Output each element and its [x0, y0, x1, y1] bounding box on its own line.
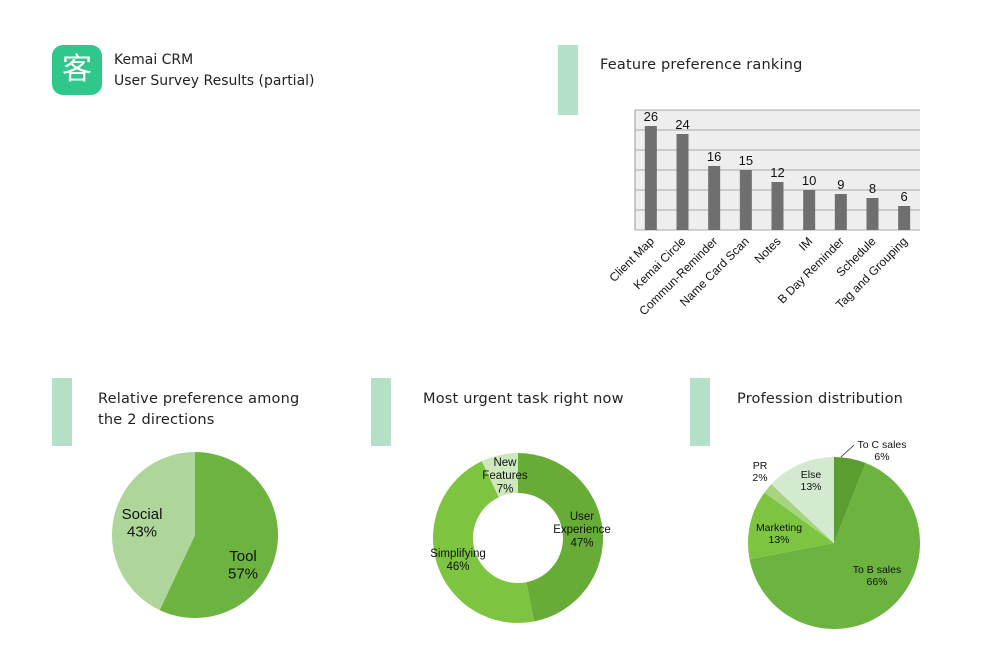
bar-value-label: 6	[901, 189, 908, 204]
bar-value-label: 9	[837, 177, 844, 192]
slice-label-marketing: Marketing 13%	[756, 522, 802, 546]
bar-im	[803, 190, 816, 230]
accent-bar-urgent	[371, 378, 391, 446]
slice-label-social: Social 43%	[122, 506, 163, 540]
slice-label-user-experience: User Experience 47%	[553, 511, 611, 549]
slice-user-experience	[518, 453, 603, 622]
slice-social	[111, 452, 195, 611]
bar-value-label: 15	[739, 153, 753, 168]
bar-value-label: 12	[770, 165, 784, 180]
bar-tag-and-grouping	[898, 206, 911, 230]
bar-value-label: 16	[707, 149, 721, 164]
slice-label-new-features: New Features 7%	[482, 457, 528, 495]
accent-bar-feature	[558, 45, 578, 115]
x-tick-label: Notes	[752, 234, 784, 266]
slice-pr	[764, 484, 834, 543]
bar-commun-reminder	[708, 166, 721, 230]
slice-label-else: Else 13%	[800, 469, 821, 493]
bar-value-label: 24	[675, 117, 689, 132]
bar-notes	[771, 182, 784, 230]
slice-new-features	[481, 453, 518, 498]
brand-block: Kemai CRM User Survey Results (partial)	[114, 50, 315, 92]
bar-name-card-scan	[739, 170, 752, 230]
bar-b-day-reminder	[834, 194, 847, 230]
slice-label-pr: PR 2%	[752, 460, 767, 484]
slice-label-to-b-sales: To B sales 66%	[853, 564, 901, 588]
slice-else	[771, 457, 834, 543]
bar-value-label: 26	[644, 109, 658, 124]
slice-marketing	[748, 492, 834, 560]
bar-value-label: 10	[802, 173, 816, 188]
slice-simplifying	[433, 461, 534, 623]
direction-preference-title: Relative preference among the 2 directio…	[98, 391, 300, 428]
bar-kemai-circle	[676, 134, 689, 230]
app-logo: 客	[52, 45, 102, 95]
direction-pie-chart: Tool 57% Social 43%	[111, 452, 278, 618]
bar-schedule	[866, 198, 879, 230]
accent-bar-direction	[52, 378, 72, 446]
accent-bar-profession	[690, 378, 710, 446]
slice-label-tool: Tool 57%	[228, 548, 258, 582]
to-c-sales-leader-line	[840, 444, 855, 458]
slice-label-simplifying: Simplifying 46%	[430, 548, 486, 573]
slice-to-c-sales	[834, 457, 866, 543]
bar-client-map	[644, 126, 657, 230]
slice-tool	[159, 452, 278, 618]
profession-title: Profession distribution	[737, 391, 904, 407]
report-subtitle: User Survey Results (partial)	[114, 73, 315, 89]
profession-pie-chart: To C sales 6% To B sales 66% Marketing 13% PR 2…	[748, 439, 920, 629]
urgent-task-title: Most urgent task right now	[423, 391, 624, 407]
logo-glyph: 客	[62, 52, 92, 87]
urgent-task-donut-chart: User Experience 47% Simplifying 46% New Featur…	[430, 453, 611, 623]
feature-ranking-title: Feature preference ranking	[600, 57, 803, 73]
slice-to-b-sales	[749, 463, 920, 629]
app-name: Kemai CRM	[114, 52, 194, 68]
bar-value-label: 8	[869, 181, 876, 196]
x-tick-label: IM	[796, 234, 815, 253]
slice-label-to-c-sales: To C sales 6%	[857, 439, 906, 463]
